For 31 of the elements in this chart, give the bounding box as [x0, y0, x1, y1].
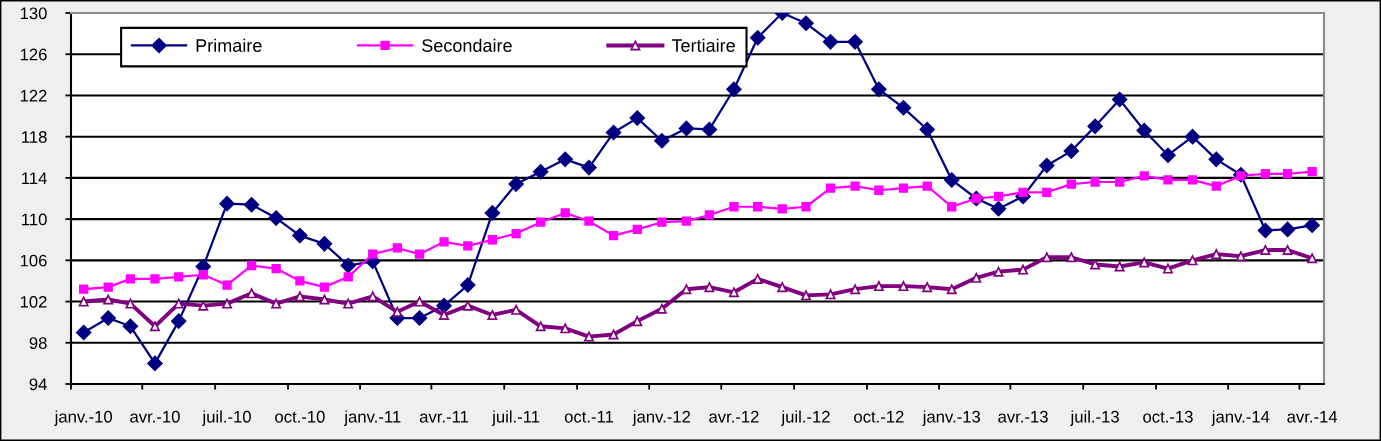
x-tick-label: oct.-13: [1143, 410, 1193, 423]
x-tick-label: avr.-10: [130, 410, 180, 423]
y-tick-label: 122: [20, 89, 47, 102]
y-tick-label: 106: [20, 254, 47, 267]
x-tick-label: juil.-12: [781, 410, 830, 426]
x-tick-label: oct.-10: [275, 410, 325, 423]
y-tick-label: 118: [22, 131, 47, 143]
legend-label: Primaire: [196, 38, 262, 52]
x-tick-label: janv.-12: [632, 410, 691, 426]
x-tick-label: oct.-11: [564, 411, 614, 423]
x-tick-label: juil.-13: [1070, 410, 1119, 426]
x-tick-label: juil.-11: [491, 410, 540, 426]
y-tick-label: 114: [22, 172, 47, 184]
y-tick-label: 110: [22, 213, 47, 226]
y-tick-label: 94: [29, 378, 47, 391]
x-tick-label: juil.-10: [202, 410, 251, 426]
x-tick-label: avr.-11: [419, 411, 469, 423]
legend-label: Secondaire: [422, 38, 512, 52]
y-tick-label: 98: [29, 337, 47, 349]
y-tick-label: 102: [20, 295, 47, 308]
x-tick-label: janv.-11: [343, 410, 401, 426]
x-tick-label: janv.-10: [54, 410, 113, 426]
x-tick-label: avr.-13: [998, 410, 1048, 423]
x-tick-label: janv.-13: [922, 410, 981, 426]
y-tick-label: 130: [20, 7, 47, 20]
y-tick-label: 126: [20, 48, 47, 61]
x-tick-label: janv.-14: [1211, 410, 1270, 426]
x-tick-label: avr.-14: [1287, 411, 1338, 423]
x-tick-label: avr.-12: [709, 410, 759, 423]
x-tick-label: oct.-12: [854, 410, 904, 423]
legend-label: Tertiaire: [671, 38, 735, 52]
